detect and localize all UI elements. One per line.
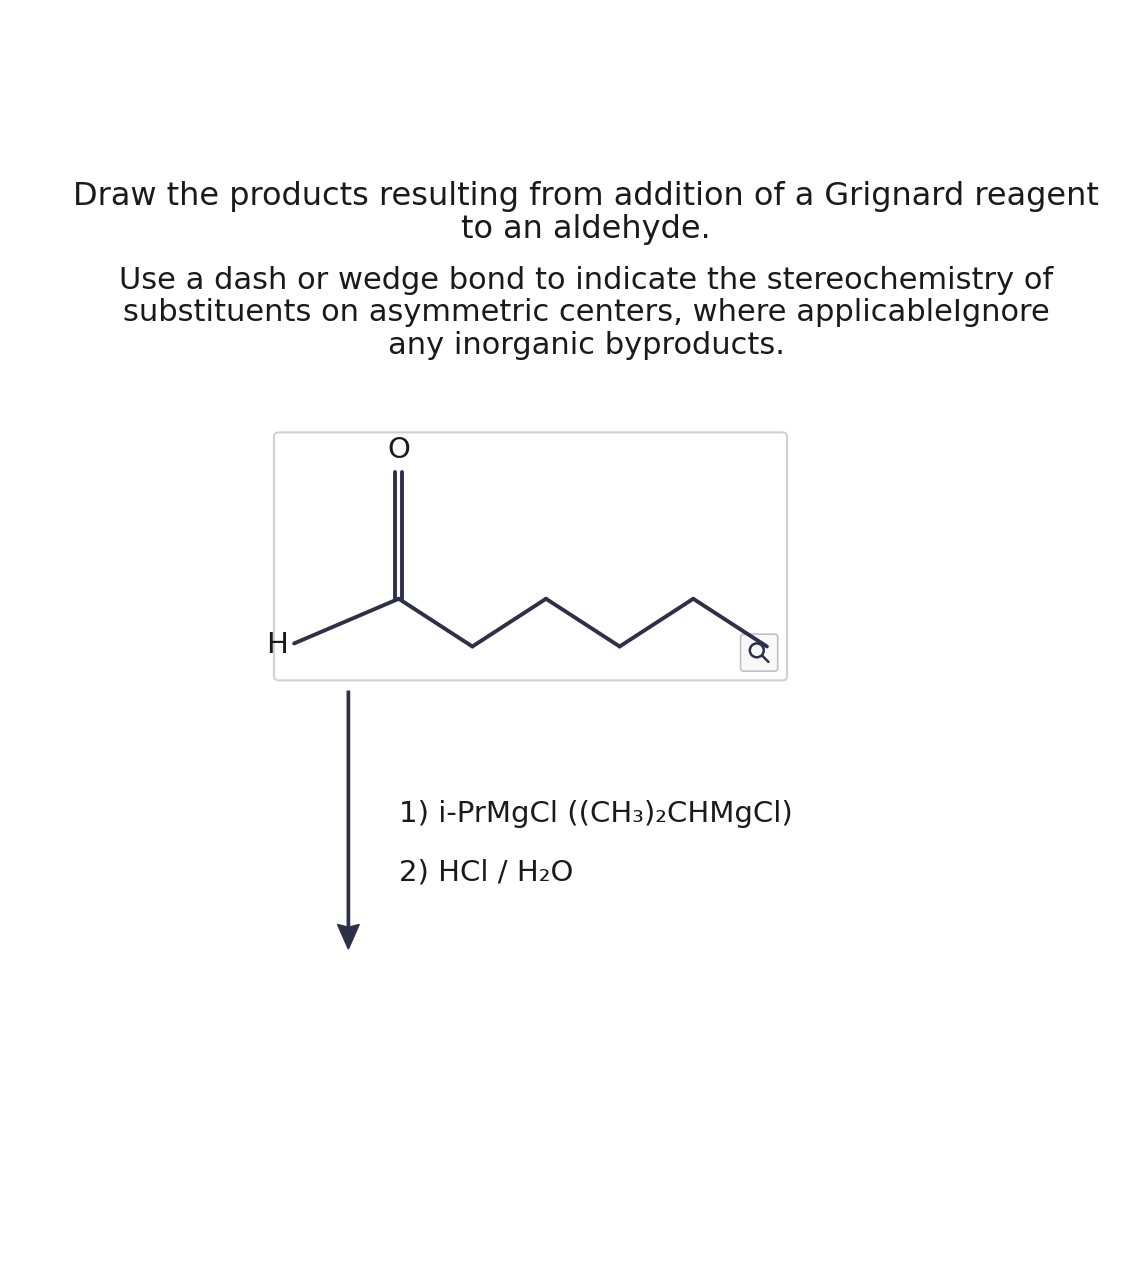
Text: H: H — [267, 631, 288, 659]
Text: Draw the products resulting from addition of a Grignard reagent: Draw the products resulting from additio… — [73, 181, 1099, 213]
Text: to an aldehyde.: to an aldehyde. — [461, 214, 712, 245]
Text: O: O — [388, 436, 411, 464]
Text: substituents on asymmetric centers, where applicableIgnore: substituents on asymmetric centers, wher… — [122, 298, 1050, 327]
FancyArrow shape — [337, 691, 359, 950]
Text: Use a dash or wedge bond to indicate the stereochemistry of: Use a dash or wedge bond to indicate the… — [119, 266, 1054, 295]
FancyBboxPatch shape — [273, 432, 787, 681]
Text: 2) HCl / H₂O: 2) HCl / H₂O — [399, 858, 573, 886]
FancyBboxPatch shape — [740, 634, 778, 671]
Text: any inorganic byproducts.: any inorganic byproducts. — [388, 331, 785, 360]
Text: 1) i-PrMgCl ((CH₃)₂CHMgCl): 1) i-PrMgCl ((CH₃)₂CHMgCl) — [399, 800, 793, 828]
